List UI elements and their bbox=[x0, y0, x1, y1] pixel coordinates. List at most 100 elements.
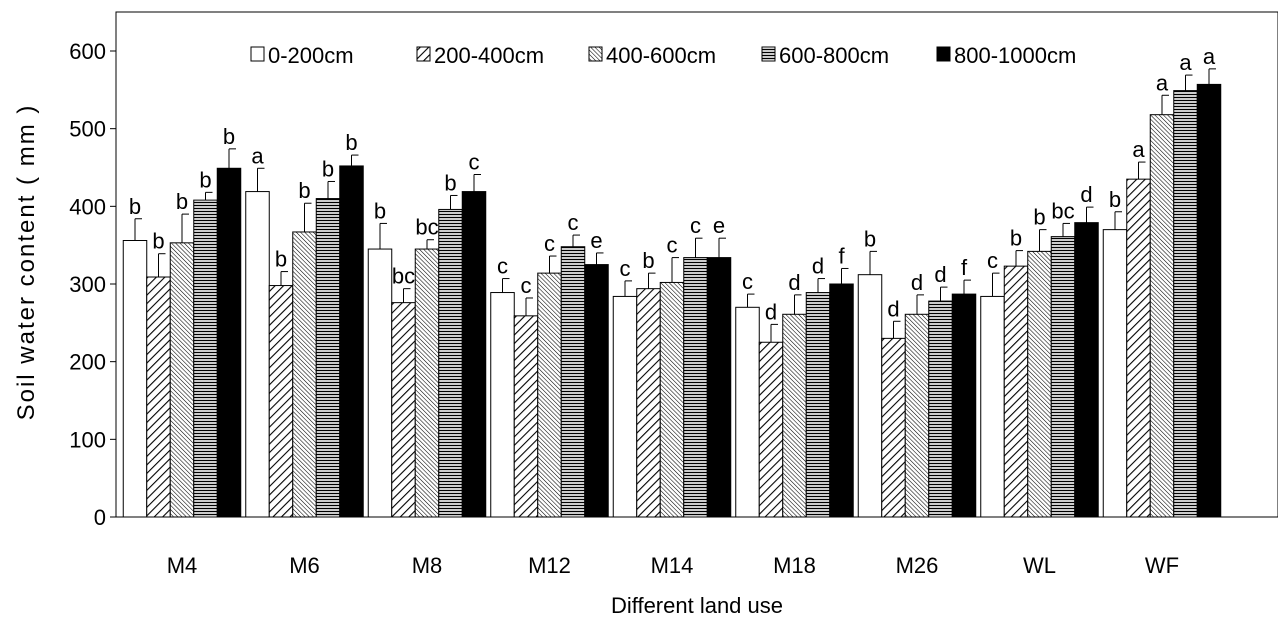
significance-label: c bbox=[469, 149, 480, 174]
bar-0-200cm-WF bbox=[1102, 229, 1128, 518]
y-axis-title: Soil water content ( mm ) bbox=[13, 104, 40, 421]
significance-label: b bbox=[1010, 226, 1022, 251]
bar-800-1000cm-M4 bbox=[216, 167, 242, 518]
bar-400-600cm-WF bbox=[1149, 114, 1175, 518]
significance-label: b bbox=[864, 226, 876, 251]
bar-0-200cm-M12 bbox=[490, 292, 515, 518]
significance-label: b bbox=[444, 170, 456, 195]
x-category-label: WF bbox=[1145, 553, 1179, 578]
bar-800-1000cm-M8 bbox=[461, 191, 487, 518]
legend-label: 0-200cm bbox=[268, 43, 354, 68]
significance-label: bc bbox=[1051, 198, 1074, 223]
x-category-label: M26 bbox=[896, 553, 939, 578]
significance-label: e bbox=[713, 213, 725, 238]
significance-label: b bbox=[223, 124, 235, 149]
significance-label: c bbox=[568, 210, 579, 235]
significance-label: d bbox=[788, 270, 800, 295]
bar-800-1000cm-M6 bbox=[339, 165, 364, 518]
legend: 0-200cm 200-400cm 400-600cm 600-800cm 800-10… bbox=[250, 43, 1076, 68]
bar-800-1000cm-M18 bbox=[829, 283, 854, 518]
significance-label: b bbox=[322, 156, 334, 181]
bar-600-800cm-WF bbox=[1173, 90, 1198, 518]
significance-label: d bbox=[765, 299, 777, 324]
significance-label: b bbox=[298, 178, 310, 203]
x-category-label: M6 bbox=[289, 553, 320, 578]
significance-label: c bbox=[690, 213, 701, 238]
bar-800-1000cm-M14 bbox=[706, 257, 732, 518]
bar-600-800cm-M8 bbox=[438, 208, 463, 518]
y-axis: 0 100 200 300 400 500 600 bbox=[69, 39, 116, 530]
significance-label: c bbox=[742, 269, 753, 294]
significance-label: d bbox=[934, 262, 946, 287]
y-tick-label: 400 bbox=[69, 194, 106, 219]
significance-label: c bbox=[667, 233, 678, 258]
y-tick-label: 300 bbox=[69, 272, 106, 297]
bar-200-400cm-M8 bbox=[391, 302, 416, 518]
significance-label: a bbox=[1203, 44, 1216, 69]
bar-200-400cm-WF bbox=[1126, 178, 1151, 518]
x-category-label: WL bbox=[1023, 553, 1056, 578]
bar-400-600cm-M8 bbox=[414, 248, 440, 518]
significance-label: d bbox=[1080, 182, 1092, 207]
bar-0-200cm-M18 bbox=[735, 306, 760, 518]
significance-label: b bbox=[275, 247, 287, 272]
legend-swatch-800-1000cm bbox=[936, 46, 951, 62]
significance-label: d bbox=[812, 254, 824, 279]
significance-label: b bbox=[176, 189, 188, 214]
legend-label: 600-800cm bbox=[779, 43, 889, 68]
y-tick-label: 200 bbox=[69, 350, 106, 375]
legend-swatch-200-400cm bbox=[416, 46, 431, 62]
bar-200-400cm-M6 bbox=[268, 285, 294, 518]
bar-200-400cm-M14 bbox=[636, 288, 661, 518]
significance-label: f bbox=[838, 243, 845, 268]
significance-label: a bbox=[1156, 70, 1169, 95]
bar-0-200cm-M6 bbox=[245, 191, 270, 518]
significance-label: c bbox=[987, 248, 998, 273]
significance-label: b bbox=[1109, 187, 1121, 212]
bar-600-800cm-M26 bbox=[928, 300, 953, 518]
significance-label: b bbox=[199, 167, 211, 192]
bar-0-200cm-M14 bbox=[612, 295, 638, 518]
bar-0-200cm-M8 bbox=[367, 248, 393, 518]
bar-0-200cm-WL bbox=[980, 295, 1005, 518]
y-tick-label: 0 bbox=[94, 505, 106, 530]
bar-600-800cm-M12 bbox=[560, 246, 586, 518]
significance-label: bc bbox=[392, 264, 415, 289]
legend-swatch-600-800cm bbox=[761, 46, 776, 62]
significance-label: d bbox=[887, 296, 899, 321]
significance-label: bc bbox=[415, 215, 438, 240]
significance-label: c bbox=[521, 273, 532, 298]
x-axis-title: Different land use bbox=[611, 593, 783, 618]
bar-600-800cm-M14 bbox=[683, 257, 708, 518]
bar-400-600cm-M6 bbox=[292, 231, 317, 518]
bar-400-600cm-M26 bbox=[904, 313, 930, 518]
significance-label: c bbox=[497, 254, 508, 279]
bar-400-600cm-WL bbox=[1027, 250, 1052, 518]
bar-0-200cm-M4 bbox=[122, 240, 148, 518]
significance-label: a bbox=[1132, 137, 1145, 162]
bar-400-600cm-M14 bbox=[659, 281, 685, 518]
bar-600-800cm-M18 bbox=[805, 292, 831, 518]
bar-600-800cm-WL bbox=[1050, 236, 1076, 518]
bar-200-400cm-M26 bbox=[881, 337, 906, 518]
significance-label: a bbox=[1179, 50, 1192, 75]
bar-800-1000cm-M12 bbox=[584, 264, 609, 518]
bar-200-400cm-M4 bbox=[146, 276, 171, 518]
bar-0-200cm-M26 bbox=[857, 274, 883, 518]
bar-600-800cm-M6 bbox=[315, 198, 341, 518]
significance-label: e bbox=[590, 228, 602, 253]
significance-label: c bbox=[544, 231, 555, 256]
bar-800-1000cm-M26 bbox=[951, 293, 977, 518]
legend-swatch-400-600cm bbox=[588, 46, 603, 62]
bar-400-600cm-M18 bbox=[782, 313, 807, 518]
significance-label: b bbox=[1033, 205, 1045, 230]
y-tick-label: 500 bbox=[69, 117, 106, 142]
significance-label: f bbox=[961, 255, 968, 280]
legend-label: 200-400cm bbox=[434, 43, 544, 68]
bar-200-400cm-M12 bbox=[513, 315, 539, 518]
legend-swatch-0-200cm bbox=[250, 46, 265, 62]
x-category-label: M4 bbox=[167, 553, 198, 578]
bar-200-400cm-WL bbox=[1003, 265, 1029, 518]
